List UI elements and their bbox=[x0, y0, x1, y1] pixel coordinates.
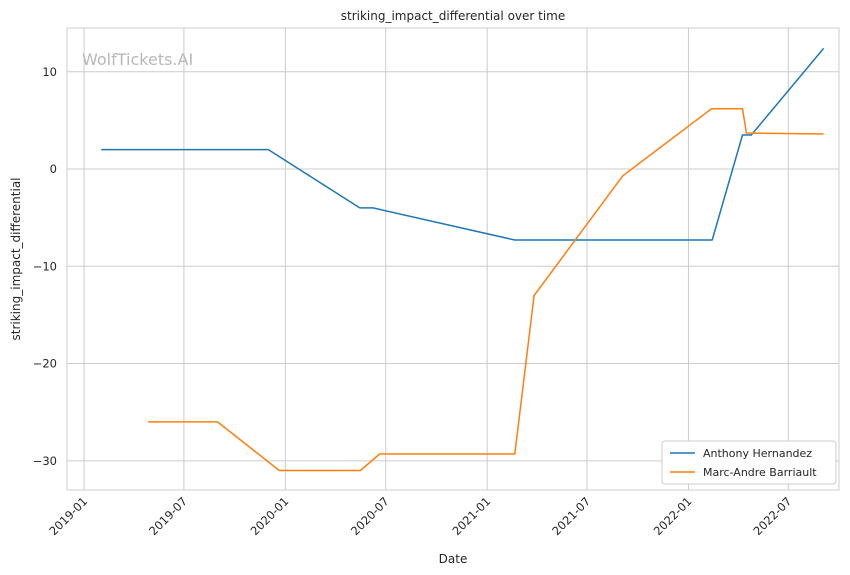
y-tick-label: −20 bbox=[33, 357, 57, 371]
y-axis-ticks: 10 0 −10 −20 −30 bbox=[33, 65, 57, 468]
x-tick-label: 2021-07 bbox=[549, 494, 593, 538]
x-axis-label: Date bbox=[439, 552, 468, 566]
y-tick-label: 0 bbox=[50, 162, 57, 176]
legend: Anthony Hernandez Marc-Andre Barriault bbox=[661, 440, 837, 485]
y-tick-label: −10 bbox=[33, 259, 57, 273]
series-line-anthony-hernandez bbox=[101, 47, 825, 241]
legend-label-marc-andre-barriault: Marc-Andre Barriault bbox=[703, 466, 817, 479]
x-tick-label: 2021-01 bbox=[449, 494, 493, 538]
x-tick-label: 2020-01 bbox=[248, 494, 292, 538]
x-tick-label: 2020-07 bbox=[348, 494, 392, 538]
y-axis-label: striking_impact_differential bbox=[9, 177, 23, 340]
series-line-marc-andre-barriault bbox=[148, 107, 824, 472]
x-axis-ticks: 2019-01 2019-07 2020-01 2020-07 2021-01 2021-… bbox=[46, 494, 794, 538]
grid bbox=[67, 28, 839, 490]
x-tick-label: 2022-01 bbox=[651, 494, 695, 538]
y-tick-label: −30 bbox=[33, 454, 57, 468]
x-tick-label: 2019-01 bbox=[46, 494, 90, 538]
legend-box bbox=[661, 440, 837, 485]
y-tick-label: 10 bbox=[42, 65, 57, 79]
watermark: WolfTickets.AI bbox=[82, 50, 193, 69]
plot-area bbox=[66, 27, 840, 491]
chart-title: striking_impact_differential over time bbox=[341, 9, 566, 23]
x-tick-label: 2022-07 bbox=[751, 494, 795, 538]
series-group bbox=[101, 47, 825, 472]
x-tick-label: 2019-07 bbox=[146, 494, 190, 538]
legend-label-anthony-hernandez: Anthony Hernandez bbox=[703, 447, 812, 460]
